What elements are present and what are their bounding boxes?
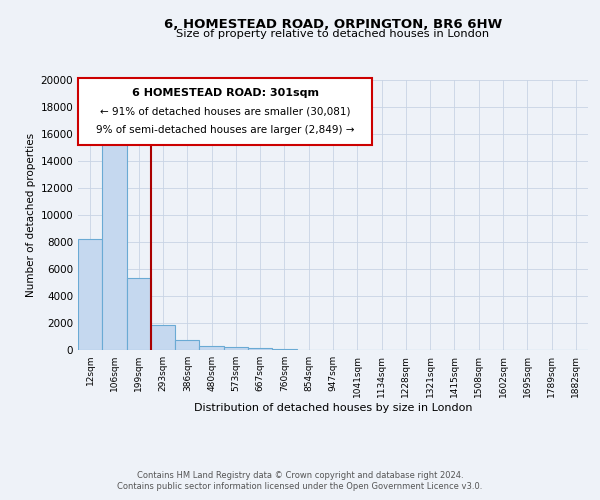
Text: Contains public sector information licensed under the Open Government Licence v3: Contains public sector information licen… bbox=[118, 482, 482, 491]
Bar bbox=[272, 348, 296, 350]
Bar bbox=[78, 240, 102, 350]
Bar bbox=[248, 348, 272, 350]
Text: ← 91% of detached houses are smaller (30,081): ← 91% of detached houses are smaller (30… bbox=[100, 106, 350, 116]
Text: 6 HOMESTEAD ROAD: 301sqm: 6 HOMESTEAD ROAD: 301sqm bbox=[131, 88, 319, 98]
Text: 6, HOMESTEAD ROAD, ORPINGTON, BR6 6HW: 6, HOMESTEAD ROAD, ORPINGTON, BR6 6HW bbox=[164, 18, 502, 30]
Y-axis label: Number of detached properties: Number of detached properties bbox=[26, 133, 36, 297]
Bar bbox=[175, 340, 199, 350]
Bar bbox=[102, 126, 127, 350]
Bar bbox=[151, 325, 175, 350]
Text: Contains HM Land Registry data © Crown copyright and database right 2024.: Contains HM Land Registry data © Crown c… bbox=[137, 471, 463, 480]
Text: 9% of semi-detached houses are larger (2,849) →: 9% of semi-detached houses are larger (2… bbox=[96, 125, 354, 135]
Text: Size of property relative to detached houses in London: Size of property relative to detached ho… bbox=[176, 29, 490, 39]
Bar bbox=[224, 348, 248, 350]
Bar bbox=[199, 346, 224, 350]
Bar bbox=[127, 278, 151, 350]
X-axis label: Distribution of detached houses by size in London: Distribution of detached houses by size … bbox=[194, 402, 472, 412]
